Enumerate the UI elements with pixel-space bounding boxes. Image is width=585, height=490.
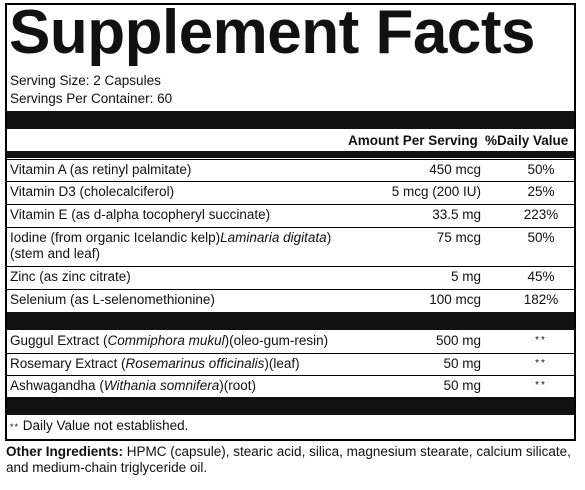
nutrient-dv: 45% [527,269,555,284]
ingredient-amount: 500 mg [435,333,481,348]
servings-per-container: Servings Per Container: 60 [10,91,173,106]
table-row: Vitamin D3 (cholecalciferol) 5 mcg (200 … [7,181,574,203]
daily-value-header: %Daily Value [485,133,569,148]
nutrient-name: Vitamin D3 (cholecalciferol) [10,184,175,199]
latin-name: Withania somnifera [103,378,220,393]
amount-per-serving-header: Amount Per Serving [348,133,478,148]
nutrient-name: Selenium (as L-selenomethionine) [10,292,215,307]
table-row: Iodine (from organic Icelandic kelp)Lami… [7,227,574,266]
latin-name: Rosemarinus officinalis [125,356,265,371]
serving-size: Serving Size: 2 Capsules [10,73,161,88]
medium-divider [7,151,574,158]
nutrient-name: Iodine (from organic Icelandic kelp)Lami… [10,230,332,261]
footnote-text: Daily Value not established. [19,418,189,433]
nutrient-name: Vitamin E (as d-alpha tocopheryl succina… [10,207,271,222]
table-row: Vitamin A (as retinyl palmitate) 450 mcg… [7,159,574,181]
thick-divider-middle [7,312,574,330]
ingredient-name: Guggul Extract (Commiphora mukul)(oleo-g… [10,333,329,348]
nutrient-dv: 25% [527,184,555,199]
nutrient-dv: 50% [527,162,555,177]
panel-title: Supplement Facts [9,0,536,67]
supplement-facts-panel: Supplement Facts Serving Size: 2 Capsule… [5,0,576,441]
nutrient-name: Vitamin A (as retinyl palmitate) [10,162,192,177]
other-ingredients: Other Ingredients: HPMC (capsule), stear… [6,444,581,476]
nutrient-amount: 33.5 mg [432,207,481,222]
nutrient-amount: 450 mcg [429,162,481,177]
other-ingredients-label: Other Ingredients: [6,444,124,459]
nutrient-amount: 100 mcg [429,292,481,307]
footnote-symbol: ** [10,422,20,432]
nutrient-name: Zinc (as zinc citrate) [10,269,131,284]
ingredient-amount: 50 mg [443,356,481,371]
daily-value-footnote: ** Daily Value not established. [10,418,188,435]
nutrient-dv: 50% [527,230,555,245]
latin-name: Laminaria digitata [220,230,327,245]
table-row: Selenium (as L-selenomethionine) 100 mcg… [7,289,574,311]
nutrient-dv: 223% [523,207,559,222]
ingredient-amount: 50 mg [443,378,481,393]
ingredient-dv: ** [535,335,547,346]
thick-divider-bottom [7,397,574,415]
table-row: Vitamin E (as d-alpha tocopheryl succina… [7,204,574,226]
nutrient-amount: 5 mg [450,269,481,284]
table-row: Guggul Extract (Commiphora mukul)(oleo-g… [7,331,574,352]
nutrient-amount: 5 mcg (200 IU) [391,184,481,199]
table-row: Ashwagandha (Withania somnifera)(root) 5… [7,375,574,397]
ingredient-name: Rosemary Extract (Rosemarinus officinali… [10,356,300,371]
nutrient-dv: 182% [523,292,559,307]
ingredient-dv: ** [535,380,547,391]
nutrient-amount: 75 mcg [436,230,481,245]
ingredient-dv: ** [535,358,547,369]
other-ingredients-text: HPMC (capsule), stearic acid, silica, ma… [6,444,571,475]
table-row: Rosemary Extract (Rosemarinus officinali… [7,353,574,375]
latin-name: Commiphora mukul [107,333,225,348]
table-row: Zinc (as zinc citrate) 5 mg 45% [7,266,574,288]
thick-divider-top [7,111,574,129]
ingredient-name: Ashwagandha (Withania somnifera)(root) [10,378,257,393]
